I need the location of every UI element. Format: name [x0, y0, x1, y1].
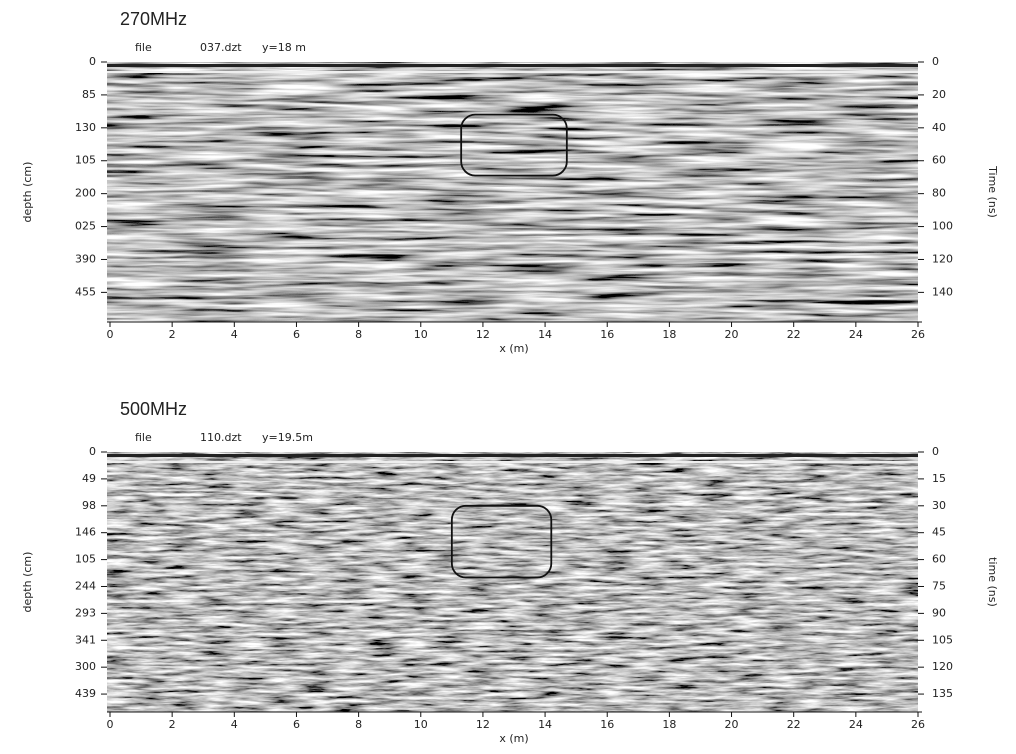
y-tick-label: 025: [75, 220, 96, 233]
panel-header: file: [135, 431, 152, 444]
y-tick-label: 341: [75, 633, 96, 646]
x-tick-label: 4: [231, 328, 238, 341]
y-tick-label: 98: [82, 499, 96, 512]
y2-tick-label: 0: [932, 445, 939, 458]
y-tick-label: 49: [82, 472, 96, 485]
x-axis-label: x (m): [499, 342, 528, 355]
y2-tick-label: 60: [932, 154, 946, 167]
radargram-image: [107, 62, 918, 322]
y2-tick-label: 0: [932, 55, 939, 68]
direct-wave: [107, 454, 918, 457]
x-tick-label: 20: [725, 718, 739, 731]
x-tick-label: 12: [476, 328, 490, 341]
x-tick-label: 4: [231, 718, 238, 731]
x-tick-label: 24: [849, 328, 863, 341]
y-tick-label: 105: [75, 154, 96, 167]
y2-tick-label: 80: [932, 187, 946, 200]
x-tick-label: 10: [414, 328, 428, 341]
y-tick-label: 0: [89, 445, 96, 458]
y-axis-label: depth (cm): [21, 162, 34, 223]
y-tick-label: 130: [75, 121, 96, 134]
y2-tick-label: 20: [932, 88, 946, 101]
direct-wave: [107, 64, 918, 67]
y-tick-label: 439: [75, 687, 96, 700]
x-tick-label: 16: [600, 328, 614, 341]
direct-wave: [107, 461, 918, 463]
x-tick-label: 2: [169, 328, 176, 341]
panel-header: 037.dzt: [200, 41, 242, 54]
panel-header: 110.dzt: [200, 431, 242, 444]
radargram-image: [107, 452, 918, 712]
x-tick-label: 22: [787, 718, 801, 731]
y2-tick-label: 60: [932, 553, 946, 566]
y-tick-label: 105: [75, 553, 96, 566]
x-tick-label: 20: [725, 328, 739, 341]
y-tick-label: 293: [75, 606, 96, 619]
panel-header: y=19.5m: [262, 431, 313, 444]
y2-tick-label: 120: [932, 252, 953, 265]
y-tick-label: 200: [75, 187, 96, 200]
highlight-box: [460, 113, 568, 177]
y-tick-label: 146: [75, 526, 96, 539]
y2-tick-label: 120: [932, 660, 953, 673]
y2-tick-label: 105: [932, 633, 953, 646]
x-tick-label: 18: [662, 328, 676, 341]
y2-tick-label: 15: [932, 472, 946, 485]
x-tick-label: 0: [107, 328, 114, 341]
y2-axis-label: Time (ns): [986, 165, 999, 218]
x-tick-label: 26: [911, 718, 925, 731]
y2-tick-label: 75: [932, 579, 946, 592]
direct-wave: [107, 71, 918, 73]
panel-header: file: [135, 41, 152, 54]
y-tick-label: 390: [75, 252, 96, 265]
x-tick-label: 14: [538, 718, 552, 731]
x-tick-label: 10: [414, 718, 428, 731]
y-tick-label: 455: [75, 285, 96, 298]
y2-axis-label: time (ns): [986, 557, 999, 607]
panel-title: 270MHz: [120, 9, 187, 29]
y2-tick-label: 100: [932, 220, 953, 233]
y2-tick-label: 30: [932, 499, 946, 512]
y2-tick-label: 140: [932, 285, 953, 298]
y-axis-label: depth (cm): [21, 552, 34, 613]
y-tick-label: 300: [75, 660, 96, 673]
x-axis-label: x (m): [499, 732, 528, 745]
x-tick-label: 0: [107, 718, 114, 731]
x-tick-label: 24: [849, 718, 863, 731]
y-tick-label: 85: [82, 88, 96, 101]
x-tick-label: 12: [476, 718, 490, 731]
x-tick-label: 6: [293, 718, 300, 731]
x-tick-label: 18: [662, 718, 676, 731]
panel-title: 500MHz: [120, 399, 187, 419]
x-tick-label: 8: [355, 718, 362, 731]
x-tick-label: 6: [293, 328, 300, 341]
y-tick-label: 244: [75, 579, 96, 592]
highlight-box: [450, 504, 553, 579]
y2-tick-label: 90: [932, 606, 946, 619]
x-tick-label: 8: [355, 328, 362, 341]
x-tick-label: 16: [600, 718, 614, 731]
x-tick-label: 26: [911, 328, 925, 341]
y-tick-label: 0: [89, 55, 96, 68]
y2-tick-label: 40: [932, 121, 946, 134]
x-tick-label: 22: [787, 328, 801, 341]
y2-tick-label: 135: [932, 687, 953, 700]
y2-tick-label: 45: [932, 526, 946, 539]
x-tick-label: 2: [169, 718, 176, 731]
x-tick-label: 14: [538, 328, 552, 341]
panel-header: y=18 m: [262, 41, 306, 54]
